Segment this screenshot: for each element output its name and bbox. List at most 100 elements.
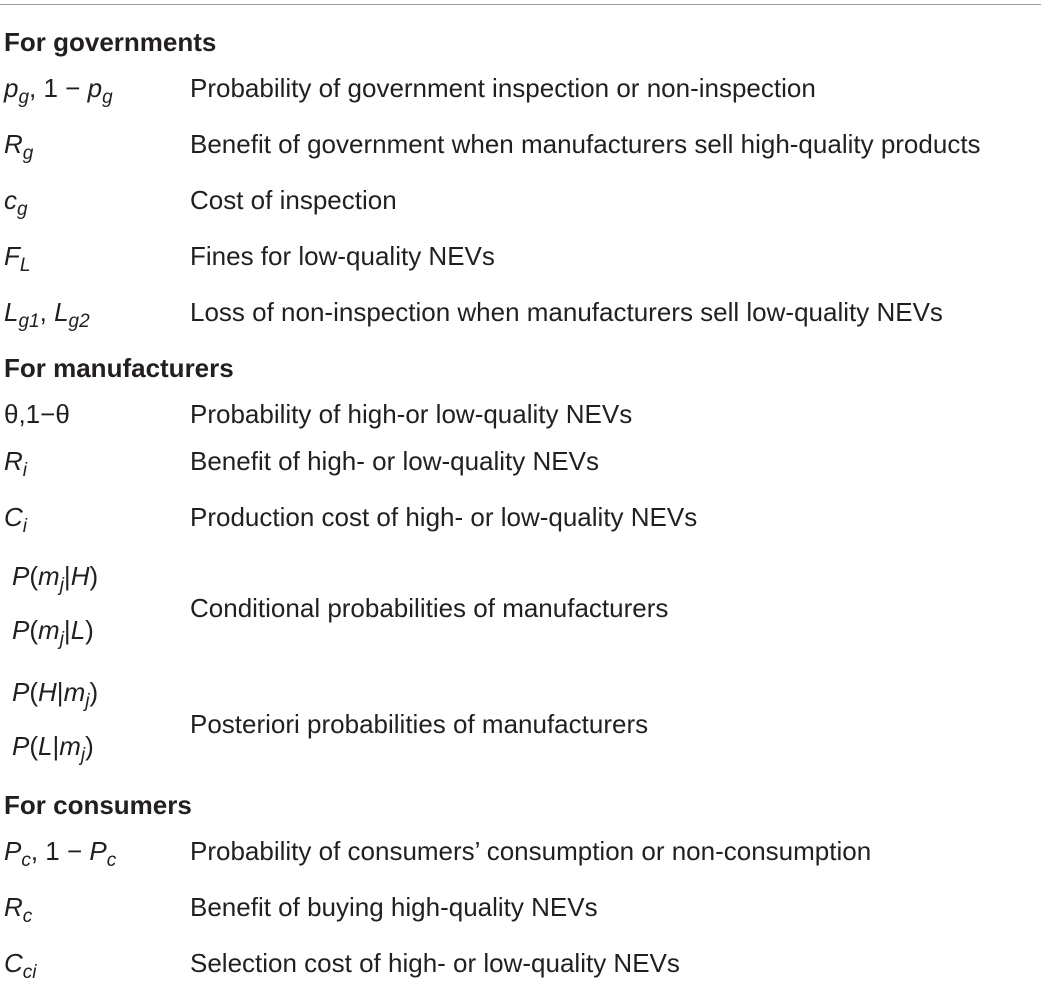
symbol-cell: θ,1−θ <box>4 395 190 434</box>
symbol-text: ) <box>85 731 94 761</box>
symbol-var: P <box>12 615 30 645</box>
symbol-sub: g2 <box>68 311 90 332</box>
description: Fines for low-quality NEVs <box>190 241 495 271</box>
symbol-cell: Cci <box>4 944 190 992</box>
description: Production cost of high- or low-quality … <box>190 502 698 532</box>
symbol-cell: Ci <box>4 498 190 546</box>
symbol-var: R <box>4 129 23 159</box>
page: For governments pg, 1 − pg Probability of … <box>0 4 1041 983</box>
section-title: For consumers <box>4 790 192 820</box>
symbol-sub: j <box>59 629 64 650</box>
symbol-var: p <box>4 73 19 103</box>
symbol-text: ) <box>89 677 99 707</box>
symbol-line: P(mj|H) <box>4 554 190 608</box>
symbol-line: Rg <box>4 125 190 173</box>
description: Probability of consumers’ consumption or… <box>190 836 872 866</box>
table-row: Cci Selection cost of high- or low-qualit… <box>4 940 1034 996</box>
symbol-cell: Rc <box>4 888 190 936</box>
table-row: θ,1−θ Probability of high-or low-quality … <box>4 391 1034 438</box>
symbol-cell: P(mj|H) P(mj|L) <box>4 554 190 662</box>
symbol-line: Ri <box>4 442 190 490</box>
section-title: For manufacturers <box>4 353 234 383</box>
symbol-sub: j <box>59 575 64 596</box>
symbol-var: L <box>54 297 69 327</box>
table-row: Pc, 1 − Pc Probability of consumers’ cons… <box>4 828 1034 884</box>
symbol-text: | <box>63 615 71 645</box>
symbol-cell: Pc, 1 − Pc <box>4 832 190 880</box>
symbol-sub: c <box>22 906 33 927</box>
symbol-var: p <box>87 73 103 103</box>
symbol-sub: g <box>18 87 30 108</box>
table-row: FL Fines for low-quality NEVs <box>4 233 1034 289</box>
symbol-sub: i <box>22 516 28 537</box>
symbol-cell: cg <box>4 181 190 229</box>
symbol-var: P <box>4 836 22 866</box>
symbol-text: ( <box>29 731 39 761</box>
table-row: P(mj|H) P(mj|L) Conditional probabilities … <box>4 550 1034 666</box>
table-row: Rg Benefit of government when manufacture… <box>4 121 1034 177</box>
symbol-var: H <box>70 561 90 591</box>
symbol-line: P(L|mj) <box>4 724 190 778</box>
table-row: Lg1, Lg2 Loss of non-inspection when manu… <box>4 289 1034 345</box>
symbol-text: | <box>56 677 64 707</box>
symbol-line: Ci <box>4 498 190 546</box>
symbol-var: P <box>12 677 30 707</box>
symbol-var: c <box>4 185 17 215</box>
symbol-line: cg <box>4 181 190 229</box>
table-row: Ci Production cost of high- or low-qualit… <box>4 494 1034 550</box>
symbol-var: F <box>4 241 20 271</box>
symbol-sub: j <box>80 745 86 766</box>
symbol-var: R <box>4 446 23 476</box>
symbol-cell: FL <box>4 237 190 285</box>
symbol-cell: Ri <box>4 442 190 490</box>
symbol-var: L <box>70 615 86 645</box>
symbol-sub: c <box>21 850 31 871</box>
description: Benefit of government when manufacturers… <box>190 129 981 159</box>
symbol-line: FL <box>4 237 190 285</box>
symbol-line: Pc, 1 − Pc <box>4 832 190 880</box>
symbol-line: θ,1−θ <box>4 395 190 434</box>
symbol-sub: g <box>22 143 34 164</box>
symbol-line: P(H|mj) <box>4 670 190 724</box>
symbol-var: C <box>4 502 23 532</box>
symbol-sub: ci <box>22 962 37 983</box>
symbol-text: , <box>39 297 55 327</box>
symbol-var: m <box>38 615 60 645</box>
symbol-text: ( <box>29 615 39 645</box>
symbol-text: , 1 − <box>30 836 90 866</box>
section-title: For governments <box>4 27 217 57</box>
symbol-sub: g <box>102 87 113 108</box>
symbol-text: ( <box>29 677 39 707</box>
symbol-text: ) <box>85 615 94 645</box>
symbol-sub: L <box>19 255 31 276</box>
symbol-var: m <box>38 561 60 591</box>
symbol-line: pg, 1 − pg <box>4 69 190 117</box>
symbol-sub: i <box>22 460 28 481</box>
symbol-var: m <box>63 677 86 707</box>
table-row: cg Cost of inspection <box>4 177 1034 233</box>
symbol-text: θ,1−θ <box>4 399 70 429</box>
description: Probability of government inspection or … <box>190 73 816 103</box>
symbol-sub: g <box>17 199 28 220</box>
symbol-line: Cci <box>4 944 190 992</box>
description: Conditional probabilities of manufacture… <box>190 592 669 623</box>
symbol-var: L <box>38 731 53 761</box>
symbol-var: m <box>59 731 81 761</box>
symbol-text: | <box>63 561 71 591</box>
symbol-text: ) <box>89 561 99 591</box>
table-row: P(H|mj) P(L|mj) Posteriori probabilities o… <box>4 666 1034 782</box>
table-row: Ri Benefit of high- or low-quality NEVs <box>4 438 1034 494</box>
table-row: Rc Benefit of buying high-quality NEVs <box>4 884 1034 940</box>
symbol-sub: j <box>85 691 90 712</box>
symbol-cell: Lg1, Lg2 <box>4 293 190 341</box>
symbol-line: Lg1, Lg2 <box>4 293 190 341</box>
description: Benefit of high- or low-quality NEVs <box>190 446 599 476</box>
symbol-text: | <box>52 731 60 761</box>
symbol-var: P <box>12 561 30 591</box>
symbol-var: C <box>4 948 23 978</box>
description: Selection cost of high- or low-quality N… <box>190 948 680 978</box>
symbol-sub: c <box>106 850 117 871</box>
symbol-table: For governments pg, 1 − pg Probability of … <box>4 19 1034 996</box>
description: Loss of non-inspection when manufacturer… <box>190 297 943 327</box>
symbol-cell: Rg <box>4 125 190 173</box>
